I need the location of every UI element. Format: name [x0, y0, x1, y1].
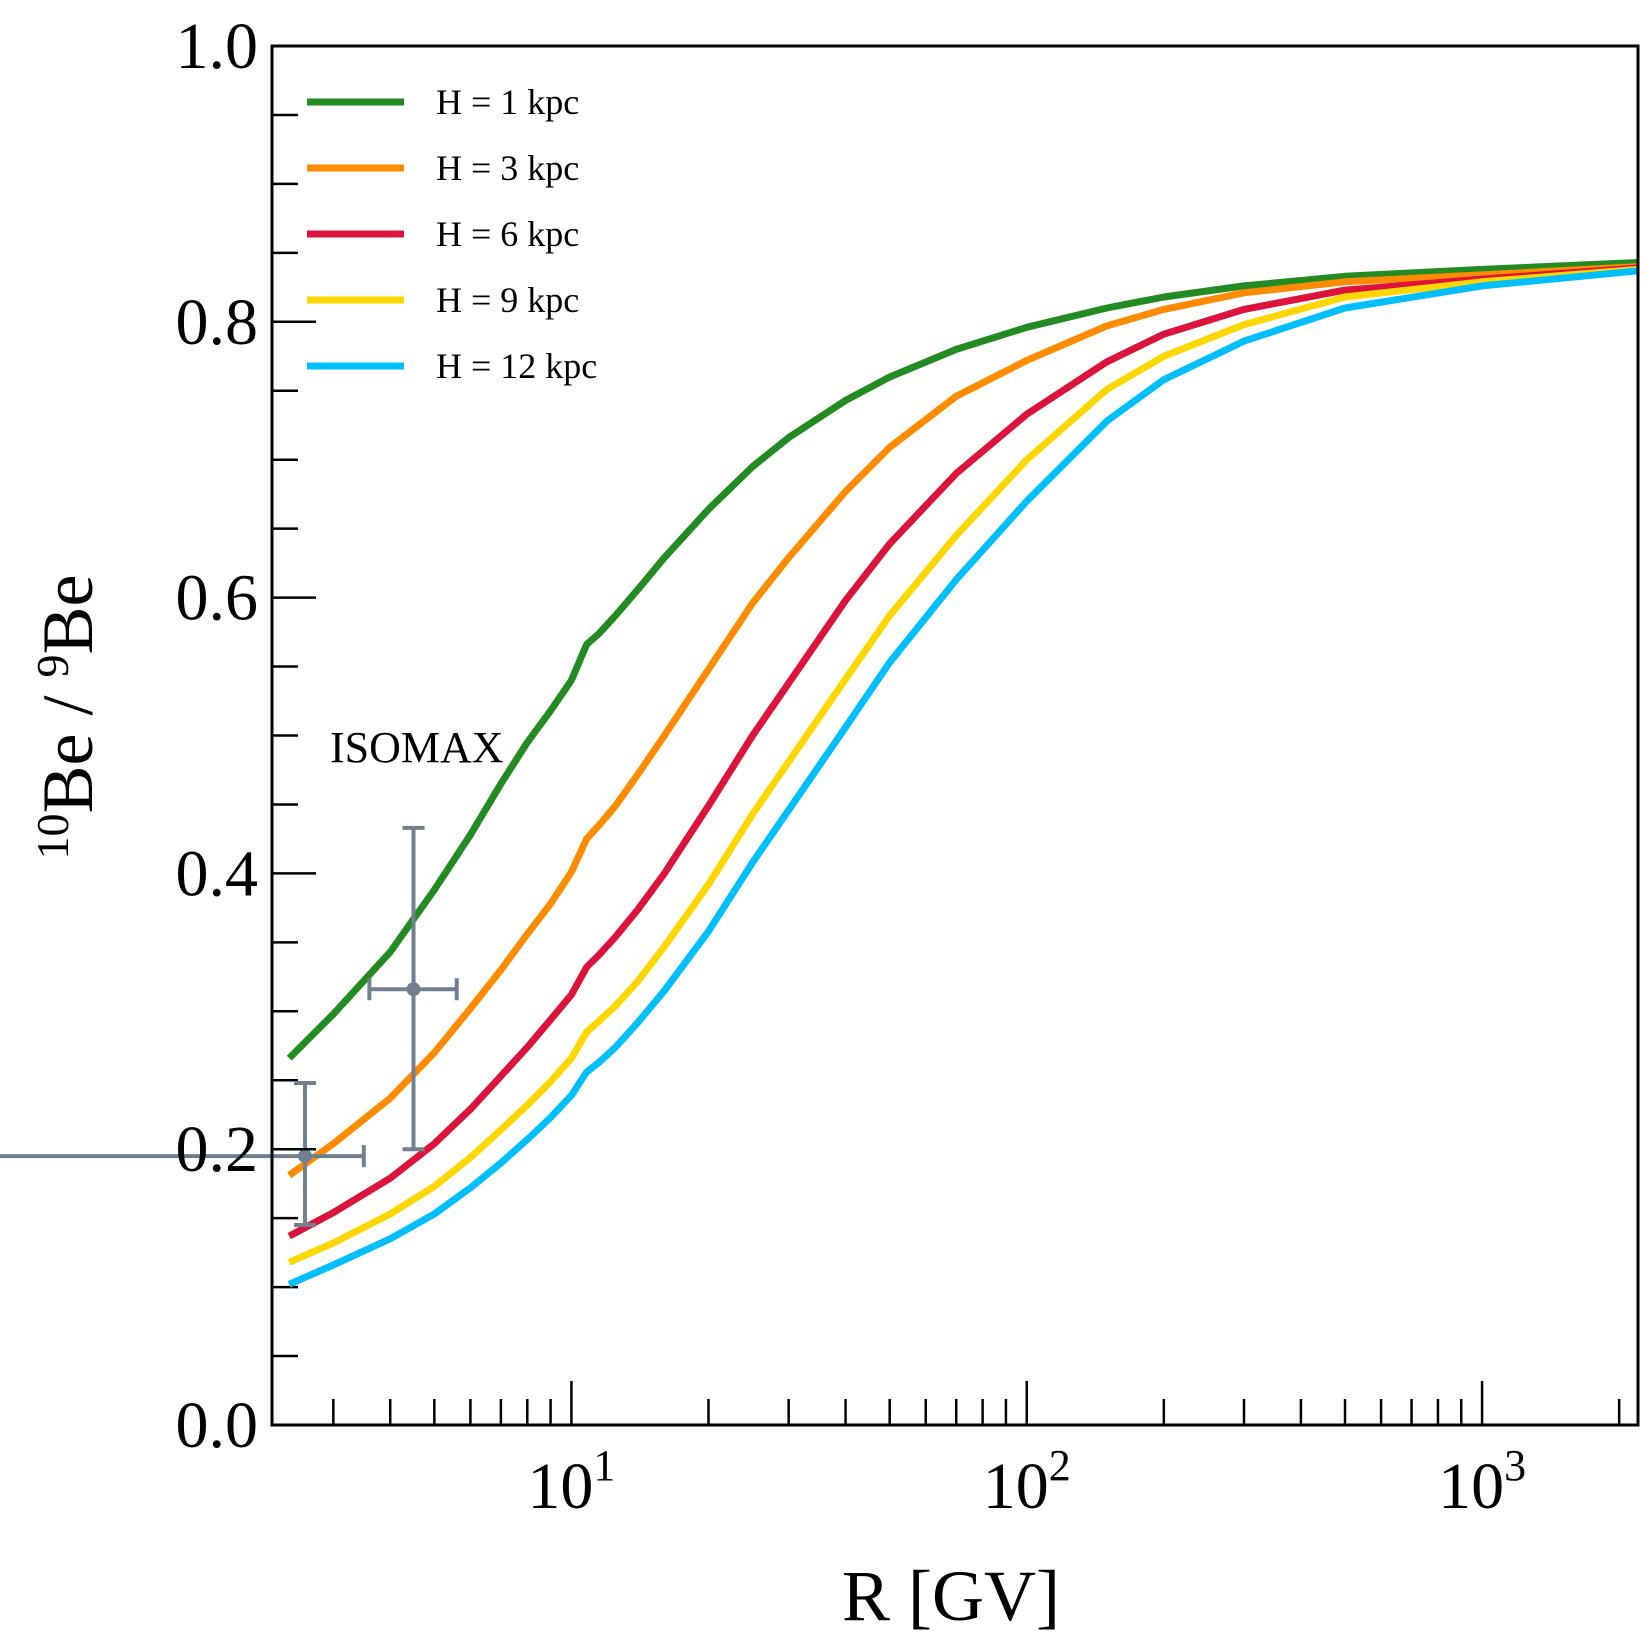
legend-item-3: H = 6 kpc	[307, 214, 579, 254]
y-axis-title: 10Be / 9Be	[27, 575, 108, 860]
x-tick-label: 101	[527, 1441, 615, 1523]
legend-item-5: H = 12 kpc	[307, 346, 597, 386]
x-tick-exponent: 3	[1504, 1441, 1526, 1490]
x-tick-label: 102	[983, 1441, 1071, 1523]
series-layer	[286, 259, 1639, 1288]
plot-frame	[270, 44, 1640, 1427]
series-line-1	[286, 259, 1639, 1061]
x-tick-label: 103	[1438, 1441, 1526, 1523]
legend-label: H = 3 kpc	[436, 148, 579, 188]
legend-label: H = 1 kpc	[436, 82, 579, 122]
legend-label: H = 9 kpc	[436, 280, 579, 320]
y-tick-label: 0.4	[176, 837, 259, 910]
legend-label: H = 6 kpc	[436, 214, 579, 254]
y-axis-sup-9: 9	[27, 655, 78, 678]
x-tick-exponent: 1	[593, 1441, 615, 1490]
y-tick-label: 0.2	[176, 1113, 259, 1186]
series-line-3	[287, 264, 1639, 1240]
legend: H = 1 kpc H = 3 kpc H = 6 kpc H = 9 kpc H = …	[307, 82, 597, 386]
y-axis-be: Be /	[28, 678, 108, 814]
isomax-point-1	[0, 1081, 366, 1228]
x-tick-exponent: 2	[1049, 1441, 1071, 1490]
y-tick-label: 0.6	[176, 562, 259, 635]
x-axis-title: R [GV]	[842, 1556, 1060, 1636]
isomax-annotation: ISOMAX	[330, 723, 504, 772]
y-tick-label: 1.0	[176, 10, 259, 83]
legend-item-4: H = 9 kpc	[307, 280, 579, 320]
series-line-5	[287, 267, 1639, 1288]
legend-label: H = 12 kpc	[436, 346, 597, 386]
legend-item-1: H = 1 kpc	[307, 82, 579, 122]
minor-ticks	[272, 113, 1621, 1425]
y-axis-sup-10: 10	[27, 813, 78, 859]
x-tick-base: 10	[1438, 1450, 1504, 1523]
isomax-point-2	[367, 825, 459, 1152]
legend-item-2: H = 3 kpc	[307, 148, 579, 188]
x-tick-base: 10	[983, 1450, 1049, 1523]
errorbar-layer	[0, 825, 459, 1228]
x-tick-base: 10	[527, 1450, 593, 1523]
series-line-4	[287, 265, 1639, 1266]
series-line-2	[287, 263, 1639, 1179]
isomax-marker	[406, 982, 421, 997]
isomax-marker	[298, 1149, 313, 1164]
y-tick-label: 0.8	[176, 286, 259, 359]
y-tick-label: 0.0	[176, 1389, 259, 1462]
y-axis-be-end: Be	[28, 575, 108, 655]
